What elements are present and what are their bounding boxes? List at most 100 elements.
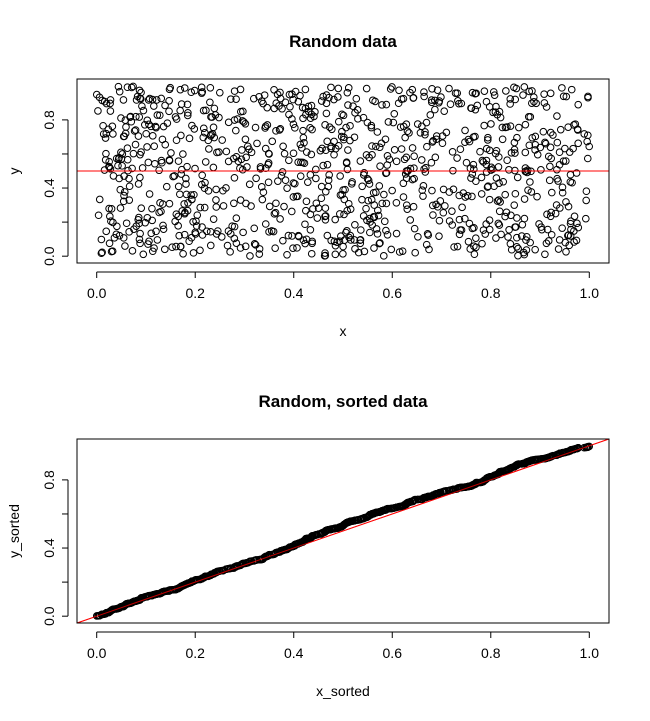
data-point — [189, 218, 197, 226]
data-point — [353, 106, 362, 114]
data-point — [198, 231, 207, 239]
data-point — [265, 228, 273, 236]
data-point — [191, 164, 199, 173]
data-point — [376, 239, 384, 247]
data-point — [105, 163, 114, 171]
data-point — [308, 125, 316, 134]
points-layer — [92, 442, 594, 620]
data-point — [185, 134, 194, 143]
data-point — [157, 94, 166, 103]
data-point — [551, 209, 560, 218]
data-point — [377, 139, 386, 148]
chart-title: Random, sorted data — [258, 392, 428, 411]
data-point — [182, 174, 190, 183]
data-point — [328, 125, 336, 134]
data-point — [395, 86, 403, 95]
data-point — [432, 132, 441, 140]
data-point — [175, 231, 183, 240]
data-point — [230, 234, 239, 243]
data-point — [561, 144, 569, 153]
data-point — [338, 127, 346, 136]
data-point — [291, 87, 300, 96]
data-point — [277, 171, 286, 180]
data-point — [123, 155, 132, 164]
data-point — [120, 188, 129, 196]
data-point — [490, 91, 499, 99]
data-point — [423, 142, 431, 151]
data-point — [145, 190, 154, 198]
data-point — [246, 252, 254, 260]
data-point — [102, 227, 111, 236]
data-point — [279, 142, 287, 151]
data-point — [465, 137, 474, 146]
data-point — [582, 214, 590, 223]
data-point — [321, 212, 330, 220]
data-point — [382, 100, 391, 109]
data-point — [431, 153, 440, 162]
data-point — [118, 162, 126, 170]
data-point — [484, 133, 492, 142]
data-point — [507, 149, 516, 157]
data-point — [511, 95, 520, 104]
data-point — [365, 153, 373, 162]
data-point — [152, 227, 160, 236]
data-point — [489, 88, 498, 96]
data-point — [484, 182, 492, 191]
data-point — [302, 148, 311, 156]
data-point — [428, 201, 437, 210]
data-point — [182, 190, 191, 199]
data-point — [385, 155, 394, 164]
data-point — [515, 123, 523, 132]
data-point — [520, 195, 529, 203]
data-point — [109, 130, 117, 138]
data-point — [435, 216, 444, 225]
y-axis: 0.0 0.4 0.8 — [41, 110, 69, 266]
data-point — [513, 233, 521, 242]
data-point — [461, 214, 469, 223]
data-point — [285, 110, 293, 119]
data-point — [522, 232, 531, 241]
data-point — [470, 165, 478, 173]
data-point — [176, 85, 185, 94]
data-point — [299, 236, 308, 245]
data-point — [165, 85, 174, 94]
data-point — [410, 224, 419, 233]
data-point — [291, 179, 299, 188]
data-point — [176, 190, 184, 199]
data-point — [513, 133, 521, 142]
data-point — [159, 122, 168, 131]
data-point — [271, 208, 280, 217]
data-point — [375, 143, 384, 152]
data-point — [155, 208, 163, 217]
data-point — [172, 242, 180, 251]
data-point — [546, 89, 555, 98]
data-point — [559, 92, 568, 101]
reference-line-overlay — [77, 439, 609, 623]
data-point — [408, 85, 417, 94]
data-point — [316, 146, 325, 155]
data-point — [100, 97, 109, 106]
data-point — [445, 188, 454, 196]
x-tick-label: 1.0 — [580, 285, 600, 301]
data-point — [184, 109, 192, 117]
data-point — [251, 123, 260, 132]
data-point — [398, 247, 407, 255]
data-point — [343, 165, 352, 174]
data-point — [308, 239, 316, 248]
data-point — [307, 101, 316, 110]
data-point — [410, 152, 418, 161]
data-point — [502, 87, 510, 95]
data-point — [239, 228, 247, 237]
data-point — [553, 138, 562, 147]
data-point — [236, 244, 245, 252]
data-point — [544, 152, 553, 161]
data-point — [446, 100, 455, 109]
data-point — [122, 219, 131, 228]
data-point — [106, 212, 114, 221]
data-point — [408, 144, 417, 152]
data-point — [584, 92, 592, 101]
data-point — [187, 191, 195, 199]
data-point — [511, 149, 519, 157]
data-point — [360, 247, 369, 256]
data-point — [522, 246, 531, 254]
